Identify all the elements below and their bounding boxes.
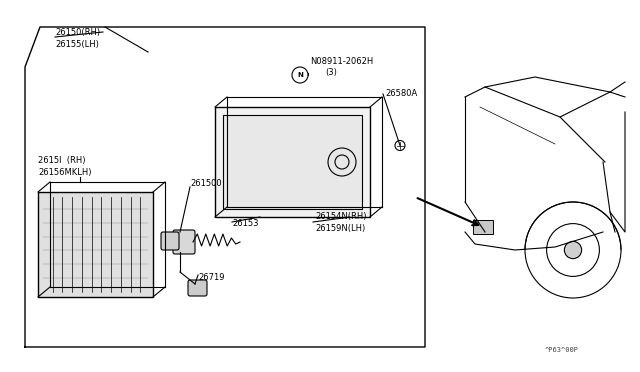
Text: ^P63^00P: ^P63^00P <box>545 347 579 353</box>
Text: 26159N(LH): 26159N(LH) <box>315 224 365 234</box>
Text: 26156MKLH): 26156MKLH) <box>38 167 92 176</box>
Bar <box>215 107 370 217</box>
Bar <box>38 192 153 297</box>
Text: 26153: 26153 <box>232 219 259 228</box>
Circle shape <box>564 241 582 259</box>
Bar <box>473 220 493 234</box>
FancyBboxPatch shape <box>161 232 179 250</box>
Bar <box>223 115 362 209</box>
Circle shape <box>292 67 308 83</box>
Text: N08911-2062H: N08911-2062H <box>310 58 373 67</box>
Text: 26155(LH): 26155(LH) <box>55 39 99 48</box>
FancyBboxPatch shape <box>173 230 195 254</box>
Text: N: N <box>297 72 303 78</box>
Text: 26154N(RH): 26154N(RH) <box>315 212 367 221</box>
Text: 26580A: 26580A <box>385 90 417 99</box>
FancyBboxPatch shape <box>188 280 207 296</box>
Text: (3): (3) <box>325 68 337 77</box>
Text: 261500: 261500 <box>190 180 221 189</box>
Text: 26150(RH): 26150(RH) <box>55 28 100 36</box>
Circle shape <box>395 141 405 151</box>
Text: 26719: 26719 <box>198 273 225 282</box>
Text: 2615l  (RH): 2615l (RH) <box>38 155 86 164</box>
